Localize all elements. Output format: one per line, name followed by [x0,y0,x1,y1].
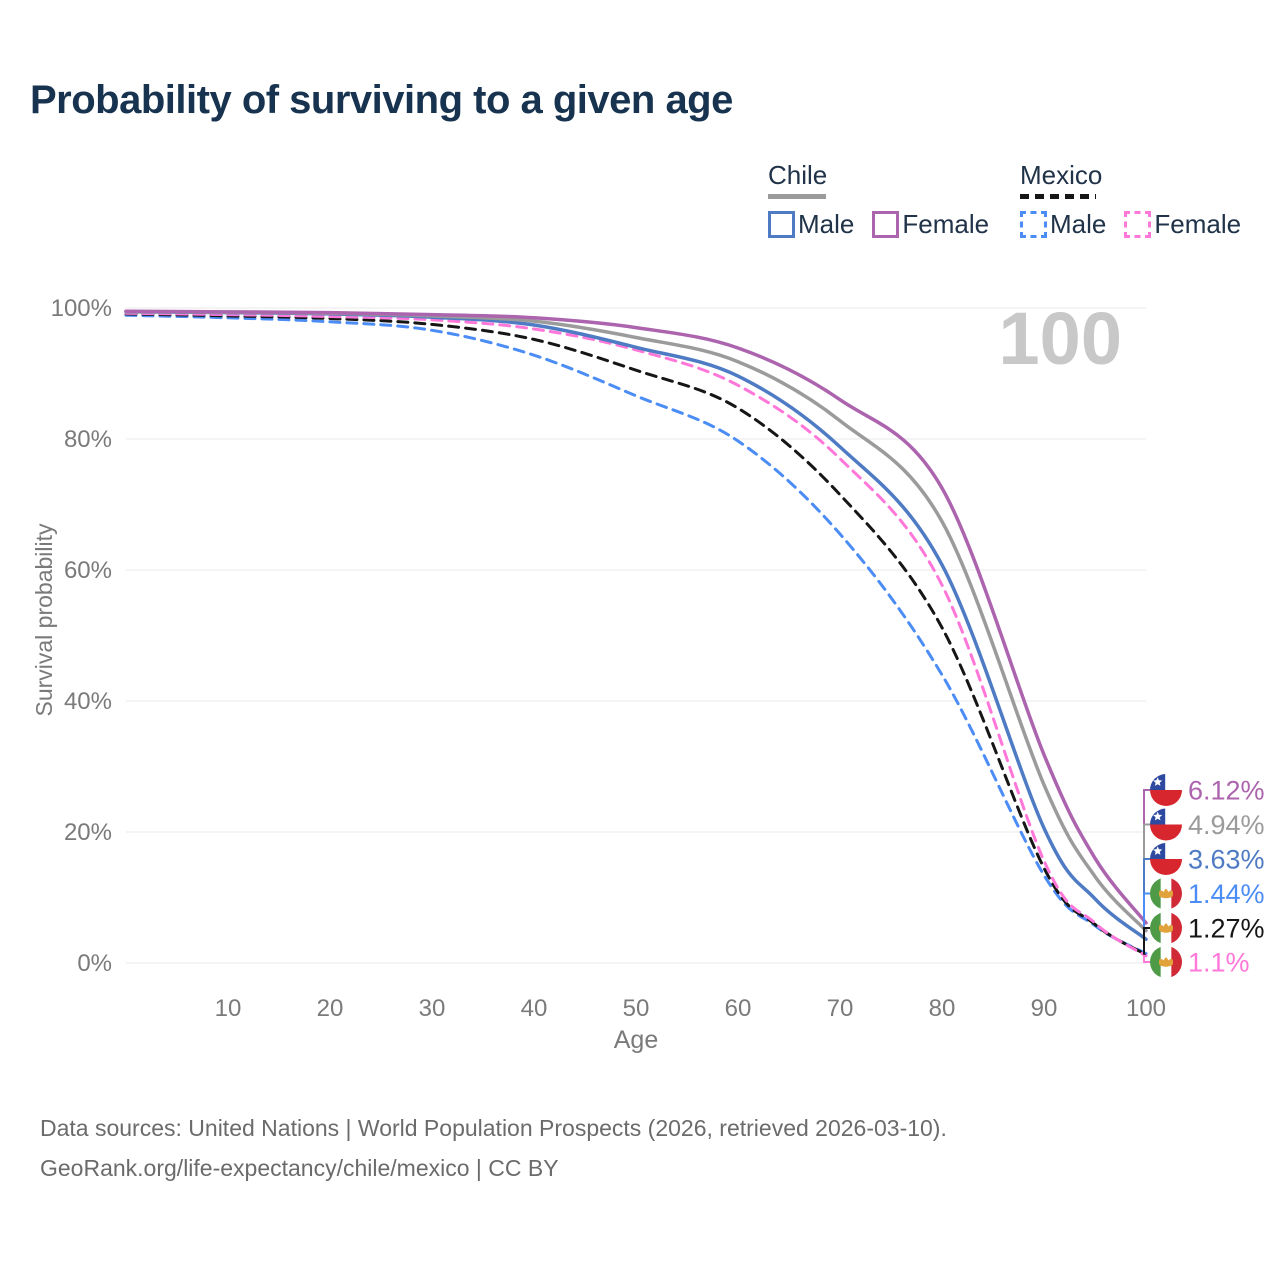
x-tick-label: 90 [1031,995,1058,1022]
x-tick-label: 10 [215,995,242,1022]
end-value-label-mexico-male: 1.44% [1188,879,1265,909]
legend-country-label: Chile [768,160,828,190]
chile-flag-icon [1150,808,1182,841]
legend-country-chile: Chile [768,160,1007,199]
mexico-dashed-line-icon [1020,194,1096,199]
end-value-label-chile-female: 6.12% [1188,776,1265,806]
end-value-label-chile-male: 3.63% [1188,845,1265,875]
legend-item-label: Male [1050,209,1107,239]
footer: Data sources: United Nations | World Pop… [40,1108,947,1188]
legend-item-chile-female[interactable]: Female [872,209,989,240]
curve-chile-both[interactable] [124,309,1148,933]
x-tick-label: 20 [317,995,344,1022]
chile-solid-line-icon [768,194,826,199]
chile-flag-icon [1150,843,1182,875]
x-tick-label: 40 [521,995,548,1022]
y-tick-label: 40% [64,688,112,715]
chile-flag-icon [1150,774,1182,806]
y-tick-label: 20% [64,819,112,846]
legend-item-mexico-female[interactable]: Female [1124,209,1241,240]
curve-chile-male[interactable] [124,310,1148,941]
legend-country-mexico: Mexico [1020,160,1259,199]
curve-mexico-both[interactable] [124,312,1148,957]
curve-mexico-female[interactable] [124,311,1148,958]
x-tick-label: 50 [623,995,650,1022]
end-value-annotations: 6.12% 4.94% 3.63% 1.44% 1.27% 1.1% [1143,774,1265,978]
curve-mexico-male[interactable] [124,313,1148,956]
age-counter-watermark: 100 [999,297,1122,380]
mexico-male-swatch-icon [1020,211,1047,238]
x-tick-label: 60 [725,995,752,1022]
mexico-flag-icon [1150,877,1182,910]
y-axis-title: Survival probability [31,523,57,717]
legend-item-chile-male[interactable]: Male [768,209,854,240]
mexico-flag-icon [1150,946,1182,978]
curves [124,309,1148,958]
x-tick-label: 80 [929,995,956,1022]
legend-country-label: Mexico [1020,160,1103,190]
legend-item-label: Female [902,209,990,239]
legend-item-mexico-male[interactable]: Male [1020,209,1106,240]
chile-male-swatch-icon [768,211,795,238]
y-tick-label: 60% [64,557,112,584]
gridlines [126,307,1146,964]
y-tick-label: 100% [51,295,112,322]
page-title: Probability of surviving to a given age [30,78,733,122]
end-label-connector [1143,927,1150,956]
mexico-female-swatch-icon [1124,211,1152,238]
end-value-label-mexico-female: 1.1% [1188,948,1250,978]
x-axis-title: Age [614,1026,658,1054]
chile-female-swatch-icon [872,211,900,238]
y-tick-label: 0% [77,950,112,977]
x-tick-label: 30 [419,995,446,1022]
legend-item-label: Male [798,209,855,239]
attribution-line: GeoRank.org/life-expectancy/chile/mexico… [40,1155,559,1181]
legend-item-label: Female [1154,209,1242,239]
x-tick-label: 100 [1126,995,1166,1022]
axis-labels: 0% 20% 40% 60% 80% 100% 10 20 30 40 50 60 70 80 90 100 [51,295,1166,1022]
end-value-label-chile-both: 4.94% [1188,810,1265,840]
curve-chile-female[interactable] [124,309,1148,925]
end-value-label-mexico-both: 1.27% [1188,914,1265,944]
legend-group-chile: Chile Male Female [768,160,1007,240]
mexico-flag-icon [1150,912,1182,944]
x-tick-label: 70 [827,995,854,1022]
y-tick-label: 80% [64,426,112,453]
data-sources-line: Data sources: United Nations | World Pop… [40,1115,947,1141]
legend-group-mexico: Mexico Male Female [1020,160,1259,240]
end-label-connector [1143,954,1150,963]
